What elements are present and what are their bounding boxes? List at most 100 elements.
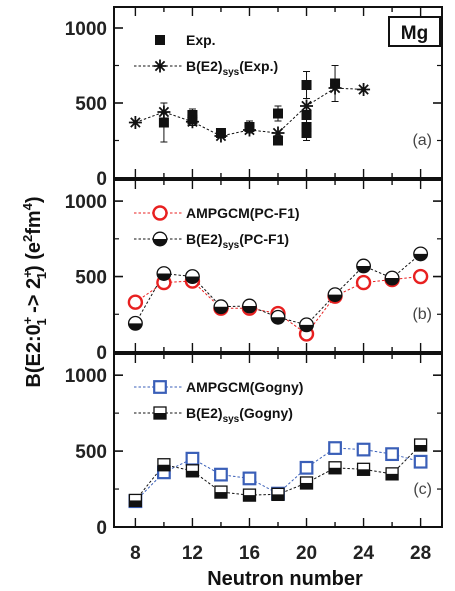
x-tick-label: 28 <box>410 543 431 564</box>
data-point <box>328 81 342 95</box>
data-point <box>270 309 286 325</box>
y-title-sup3: 2 <box>20 235 35 242</box>
data-point <box>214 129 228 143</box>
x-tick-label: 16 <box>239 543 260 564</box>
legend-label-main: B(E2) <box>186 405 223 421</box>
data-point <box>242 471 257 486</box>
data-point <box>128 493 143 508</box>
panel-label: (a) <box>412 132 432 149</box>
y-tick-label: 500 <box>75 268 107 289</box>
y-tick-label: 1000 <box>65 192 107 213</box>
y-tick-label: 500 <box>75 442 107 463</box>
data-point <box>242 123 256 137</box>
legend-label-tail: (Gogny) <box>239 405 293 421</box>
data-point <box>213 299 229 315</box>
data-point <box>384 270 400 286</box>
y-tick-label: 0 <box>96 169 107 190</box>
panel-a: 0 500 1000 Exp. B(E2)sys(Exp.) (a) <box>65 6 443 190</box>
data-point <box>299 476 314 490</box>
data-point <box>299 460 314 475</box>
data-point <box>158 117 169 128</box>
legend-label-main: Exp. <box>186 32 216 48</box>
data-point <box>301 80 312 90</box>
legend-label-main: AMPGCM(PC-F1) <box>186 205 300 221</box>
x-tick-label: 12 <box>182 543 203 564</box>
data-point <box>185 451 200 466</box>
legend-label-sub: sys <box>223 414 240 425</box>
x-tick-label: 20 <box>296 543 317 564</box>
legend: AMPGCM(Gogny) B(E2)sys(Gogny) <box>134 379 303 425</box>
y-title-main: B(E2:0 <box>23 324 45 387</box>
legend-marker <box>153 380 167 394</box>
badge-label: Mg <box>401 23 428 44</box>
data-point <box>413 246 429 262</box>
y-title-sub1: 1 <box>34 318 49 325</box>
legend-label-main: B(E2) <box>186 231 223 247</box>
data-point <box>128 116 142 129</box>
y-axis-title: B(E2:0+1 -> 2+1) (e2fm4) <box>20 196 49 387</box>
y-title-mid: -> 2 <box>23 278 45 319</box>
data-point <box>301 128 312 138</box>
data-point <box>271 487 285 502</box>
data-point <box>273 108 283 119</box>
data-point <box>242 488 257 502</box>
data-point <box>413 454 428 469</box>
y-tick-label: 1000 <box>65 366 107 387</box>
data-point <box>157 458 171 472</box>
data-point <box>127 315 143 331</box>
data-point <box>185 464 200 478</box>
panel-b: 0 500 1000 AMPGCM(PC-F1) B(E2)sys(PC-F1) (b) <box>65 179 443 364</box>
y-tick-label: 0 <box>96 343 107 364</box>
data-point <box>273 135 283 146</box>
data-point <box>412 268 429 285</box>
legend-label-sub: sys <box>223 240 240 251</box>
y-tick-label: 500 <box>75 94 107 115</box>
data-point <box>328 441 342 455</box>
panel-label: (b) <box>412 306 432 323</box>
data-point <box>214 485 228 499</box>
data-point <box>413 438 428 452</box>
y-title-sub2: 1 <box>34 272 49 279</box>
data-point <box>355 274 372 291</box>
y-title-tail: ) (e <box>23 242 45 272</box>
element-badge: Mg <box>388 16 441 47</box>
y-title-sup1: + <box>20 316 35 324</box>
data-point <box>327 287 343 303</box>
data-point <box>385 467 399 481</box>
x-tick-label: 8 <box>130 543 141 564</box>
data-point <box>156 266 172 281</box>
legend: AMPGCM(PC-F1) B(E2)sys(PC-F1) <box>134 205 300 251</box>
svg-text:B(E2:0+1 -> 2+1) (e2fm4): B(E2:0+1 -> 2+1) (e2fm4) <box>20 196 49 387</box>
legend-label-tail: (Exp.) <box>239 58 278 74</box>
data-point <box>157 105 171 119</box>
data-point <box>356 462 371 476</box>
data-point <box>242 298 257 314</box>
legend-label: AMPGCM(Gogny) <box>186 379 303 395</box>
data-point <box>127 294 144 310</box>
legend-marker <box>153 406 167 420</box>
y-title-fm: fm <box>23 210 45 234</box>
legend-marker <box>153 59 167 73</box>
y-tick-label: 0 <box>96 518 107 539</box>
data-point <box>301 110 312 120</box>
x-tick-label: 24 <box>353 543 375 564</box>
data-point <box>357 83 371 96</box>
x-axis-title: Neutron number <box>207 568 363 590</box>
legend-label: B(E2)sys(Gogny) <box>186 405 293 425</box>
legend-label-main: AMPGCM(Gogny) <box>186 379 303 395</box>
legend-label: AMPGCM(PC-F1) <box>186 205 300 221</box>
y-title-sup4: 4 <box>20 202 35 210</box>
data-point <box>356 258 372 274</box>
series-line-0 <box>135 276 421 335</box>
panel-c: 0 500 1000 AMPGCM(Gogny) B(E2)sys(Gogny) (c) 8… <box>65 353 443 564</box>
legend-marker <box>155 35 165 45</box>
data-point <box>299 317 314 333</box>
data-point <box>385 447 399 462</box>
data-point <box>300 99 314 113</box>
data-point <box>328 461 342 475</box>
data-point <box>271 126 285 140</box>
legend-label: Exp. <box>186 32 216 48</box>
legend-label-sub: sys <box>223 67 240 78</box>
y-title-sup2: + <box>20 270 35 278</box>
